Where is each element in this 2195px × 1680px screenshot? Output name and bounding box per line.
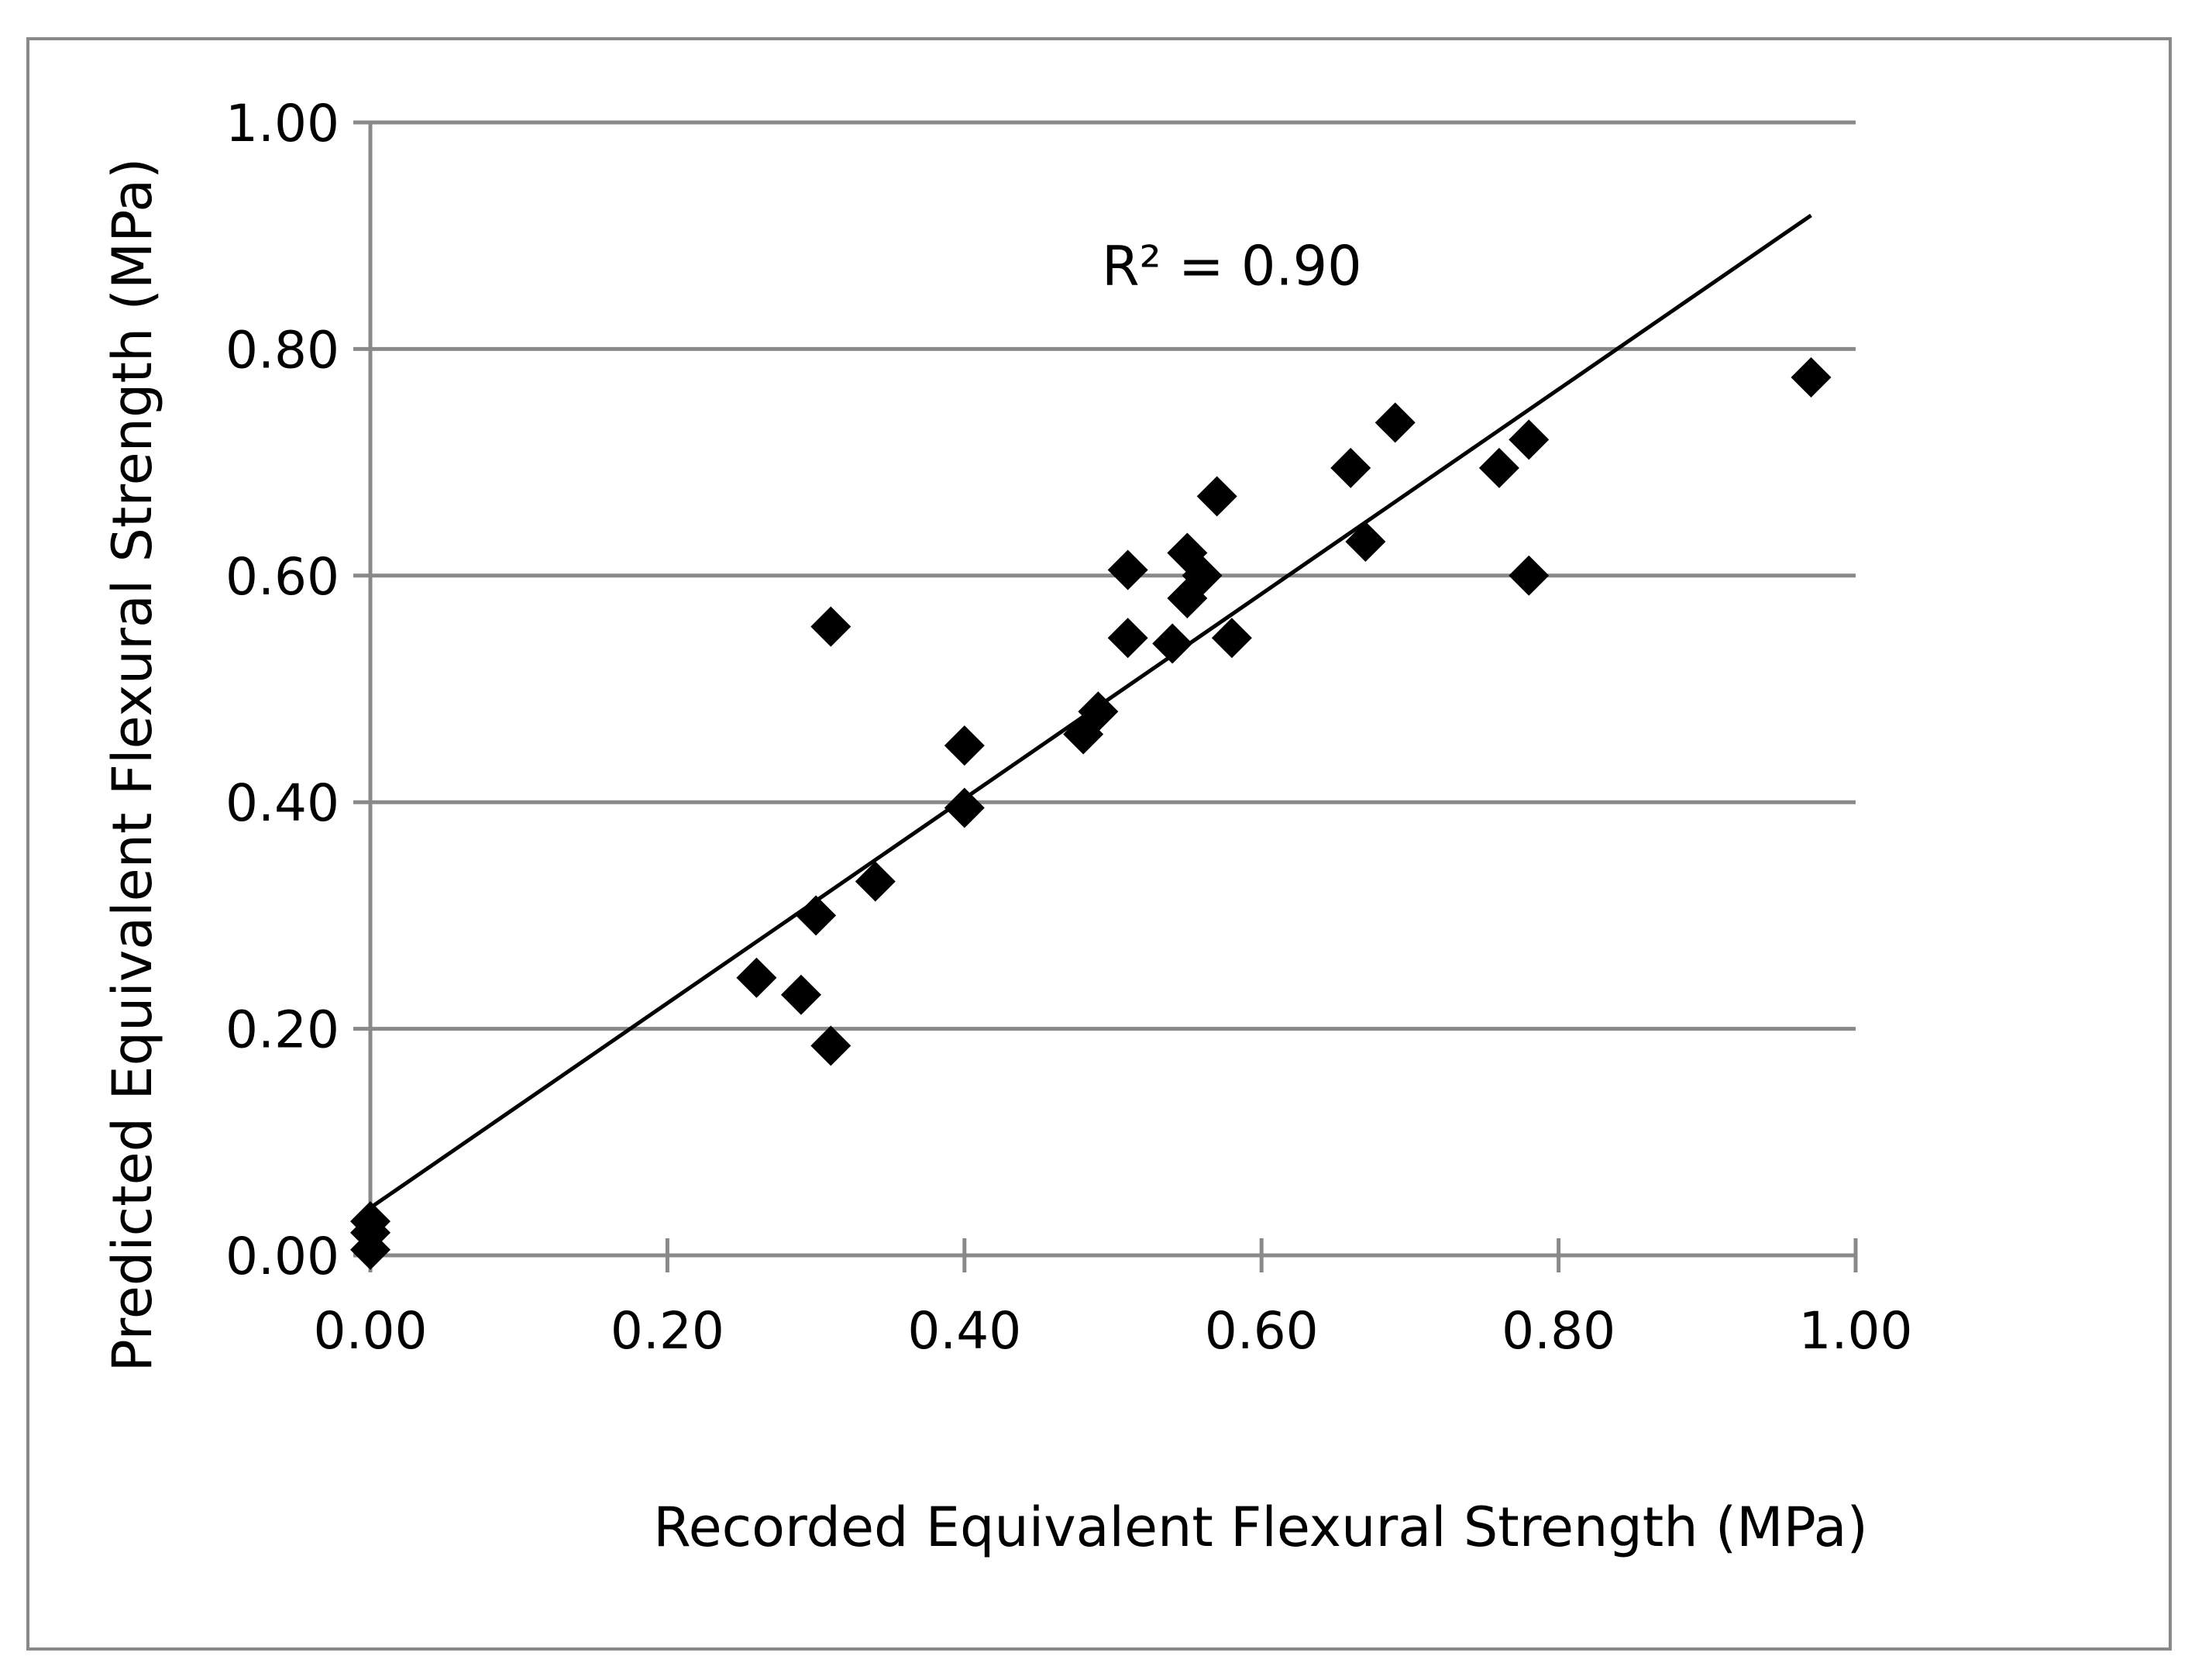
data-points [350,356,1832,1270]
data-point-21 [1330,447,1371,488]
data-point-27 [1791,356,1832,398]
data-point-3 [736,957,777,998]
data-point-2 [350,1201,390,1242]
x-tick-label-5: 1.00 [1799,1301,1913,1361]
y-tick-label-3: 0.60 [225,547,339,607]
y-tick-label-5: 1.00 [225,94,339,153]
data-point-14 [1107,549,1148,590]
data-point-23 [1374,402,1416,443]
data-point-10 [944,725,985,766]
gridlines [370,120,1856,1031]
y-axis-title: Predicted Equivalent Flexural Strength (… [101,158,164,1372]
data-point-7 [810,606,852,647]
data-point-26 [1509,419,1550,460]
y-tick-label-4: 0.80 [225,320,339,380]
data-point-19 [1196,476,1237,517]
x-tick-label-2: 0.40 [907,1301,1021,1361]
tick-labels: 0.00 0.20 0.40 0.60 0.80 1.00 0.00 0.20 0.40 0.60… [225,94,1912,1361]
chart-frame [26,37,2172,1651]
x-tick-label-4: 0.80 [1502,1301,1615,1361]
y-tick-label-0: 0.00 [225,1227,339,1286]
data-point-9 [944,787,985,828]
annotations: R² = 0.90 [1102,235,1362,298]
y-tick-label-2: 0.40 [225,773,339,833]
data-point-8 [855,861,896,902]
x-tick-label-0: 0.00 [314,1301,428,1361]
data-point-5 [796,895,837,936]
data-point-4 [780,974,821,1015]
data-point-22 [1345,521,1386,562]
data-point-6 [810,1025,852,1066]
data-point-18 [1182,555,1223,596]
data-point-24 [1478,447,1519,488]
y-tick-label-1: 0.20 [225,1000,339,1060]
data-point-25 [1509,555,1550,596]
x-tick-label-3: 0.60 [1205,1301,1319,1361]
data-point-15 [1152,623,1193,664]
data-point-20 [1211,618,1252,659]
data-point-12 [1078,691,1119,732]
r-squared-label: R² = 0.90 [1102,235,1362,298]
x-axis-title: Recorded Equivalent Flexural Strength (M… [653,1496,1868,1559]
data-point-13 [1107,618,1148,659]
x-tick-label-1: 0.20 [611,1301,724,1361]
